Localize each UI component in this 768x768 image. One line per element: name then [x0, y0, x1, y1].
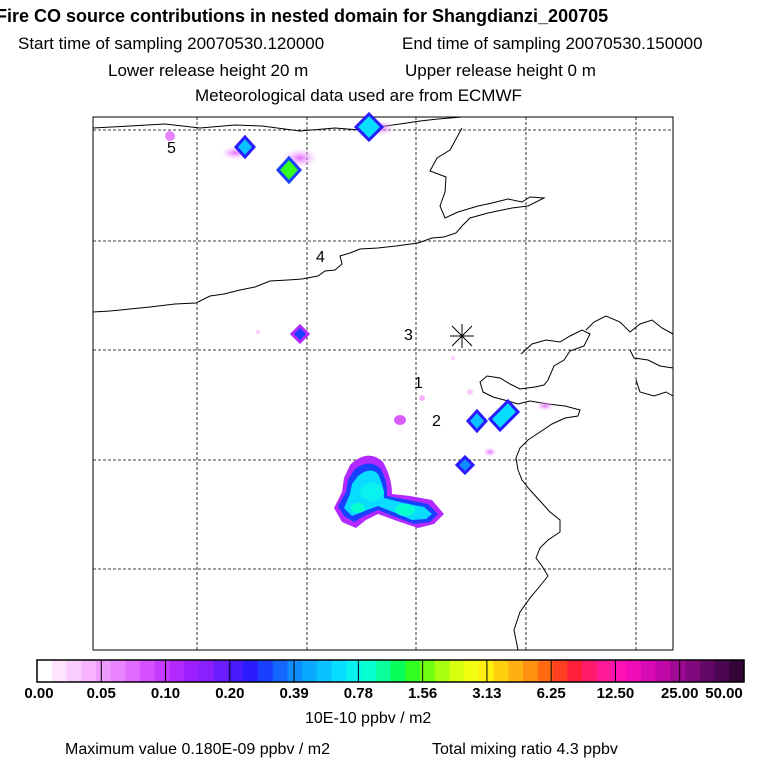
- colorbar-tick-label: 0.20: [215, 685, 245, 702]
- marker-label-4: 4: [316, 249, 325, 266]
- colorbar-swatch: [655, 660, 671, 682]
- colorbar-tick-label: 0.00: [24, 685, 54, 702]
- colorbar-swatch: [331, 660, 347, 682]
- colorbar-swatch: [125, 660, 141, 682]
- colorbar-units: 10E-10 ppbv / m2: [305, 710, 432, 727]
- fire-east-1: [465, 408, 489, 434]
- colorbar-swatch: [464, 660, 480, 682]
- colorbar-swatch: [670, 660, 686, 682]
- colorbar-swatch: [626, 660, 642, 682]
- colorbar-swatch: [169, 660, 185, 682]
- colorbar-swatch: [523, 660, 539, 682]
- colorbar-outline: [36, 659, 745, 683]
- colorbar-swatch: [552, 660, 568, 682]
- colorbar-swatch: [199, 660, 215, 682]
- fire-north-3: [353, 111, 385, 143]
- colorbar-swatch: [699, 660, 716, 682]
- colorbar-swatch: [287, 660, 303, 682]
- colorbar-swatch: [405, 660, 421, 682]
- colorbar-tick-label: 1.56: [408, 685, 438, 702]
- colorbar-swatch: [154, 660, 171, 682]
- colorbar-tick-label: 6.25: [536, 685, 566, 702]
- fire-north-1: [233, 134, 257, 160]
- colorbar: [36, 659, 745, 683]
- colorbar-swatch: [316, 660, 333, 682]
- colorbar-swatch: [272, 660, 288, 682]
- colorbar-swatch: [257, 660, 274, 682]
- colorbar-swatch: [140, 660, 156, 682]
- meteorological-data-note: Meteorological data used are from ECMWF: [195, 86, 522, 105]
- colorbar-swatch: [508, 660, 524, 682]
- colorbar-swatch: [361, 660, 377, 682]
- colorbar-tick-label: 0.10: [150, 685, 181, 702]
- colorbar-swatch: [37, 660, 53, 682]
- colorbar-swatch: [81, 660, 97, 682]
- colorbar-swatch: [228, 660, 244, 682]
- colorbar-swatch: [95, 660, 112, 682]
- colorbar-swatch: [714, 660, 730, 682]
- colorbar-swatch: [581, 660, 598, 682]
- colorbar-tick-label: 50.00: [705, 685, 743, 702]
- colorbar-swatch: [346, 660, 362, 682]
- colorbar-swatch: [213, 660, 230, 682]
- maximum-value: Maximum value 0.180E-09 ppbv / m2: [65, 741, 331, 758]
- sampling-end-time: End time of sampling 20070530.150000: [402, 34, 703, 53]
- total-mixing-ratio: Total mixing ratio 4.3 ppbv: [432, 741, 618, 758]
- marker-label-2: 2: [432, 413, 441, 430]
- lower-release-height: Lower release height 20 m: [108, 61, 309, 80]
- colorbar-swatch: [110, 660, 126, 682]
- colorbar-swatch: [375, 660, 392, 682]
- colorbar-swatch: [419, 660, 436, 682]
- colorbar-tick-label: 0.78: [343, 685, 373, 702]
- point-fires: [233, 111, 521, 476]
- marker-label-5: 5: [167, 140, 176, 157]
- colorbar-swatch: [729, 660, 745, 682]
- colorbar-swatch: [184, 660, 200, 682]
- marker-label-3: 3: [404, 327, 413, 344]
- colorbar-tick-label: 3.13: [472, 685, 502, 702]
- colorbar-swatch: [596, 660, 613, 682]
- colorbar-swatch: [390, 660, 406, 682]
- colorbar-swatch: [434, 660, 451, 682]
- colorbar-swatch: [66, 660, 82, 682]
- colorbar-swatch: [640, 660, 657, 682]
- colorbar-swatch: [685, 660, 701, 682]
- coastlines: [92, 116, 674, 651]
- colorbar-swatch: [537, 660, 554, 682]
- colorbar-swatch: [493, 660, 509, 682]
- colorbar-swatch: [449, 660, 465, 682]
- colorbar-tick-label: 25.00: [660, 685, 699, 702]
- upper-release-height: Upper release height 0 m: [405, 61, 596, 80]
- sampling-start-time: Start time of sampling 20070530.120000: [18, 34, 325, 53]
- fire-west: [289, 323, 311, 345]
- colorbar-swatch: [567, 660, 583, 682]
- receptor-marker: [450, 324, 474, 348]
- colorbar-tick-label: 0.39: [279, 685, 309, 702]
- colorbar-tick-label: 12.50: [596, 685, 635, 702]
- colorbar-swatch: [243, 660, 259, 682]
- colorbar-swatch: [51, 660, 68, 682]
- colorbar-swatch: [611, 660, 627, 682]
- fire-south: [454, 454, 476, 476]
- marker-label-1: 1: [414, 375, 423, 392]
- map-gridlines: [93, 117, 673, 650]
- fire-north-2: [275, 155, 303, 185]
- colorbar-swatch: [302, 660, 318, 682]
- fire-plume-large: [334, 455, 444, 528]
- chart-title: Fire CO source contributions in nested d…: [0, 6, 609, 26]
- map-frame: [92, 116, 674, 651]
- colorbar-tick-label: 0.05: [86, 685, 116, 702]
- fire-east-2: [487, 398, 521, 433]
